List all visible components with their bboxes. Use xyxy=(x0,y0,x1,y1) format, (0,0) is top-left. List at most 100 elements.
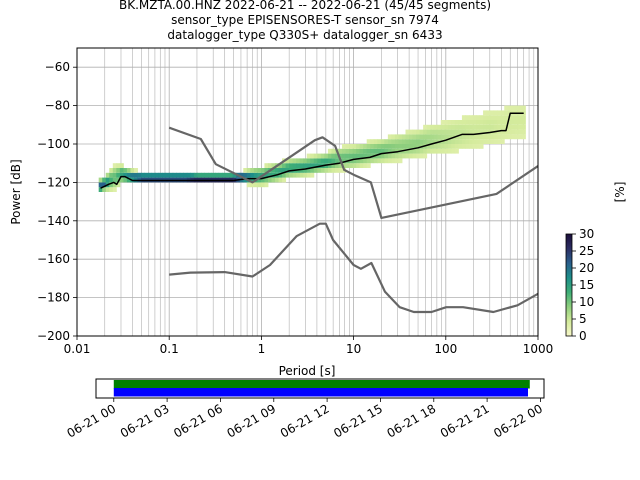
density-cell xyxy=(105,187,110,192)
density-cell xyxy=(426,148,431,154)
series-lines xyxy=(100,112,538,314)
density-cell xyxy=(500,110,505,116)
density-cell xyxy=(253,172,258,178)
density-cell xyxy=(253,182,258,188)
timeline-tick-label: 06-21 18 xyxy=(385,401,439,440)
density-cell xyxy=(338,163,343,168)
density-cell xyxy=(334,163,339,168)
density-cell xyxy=(331,148,336,154)
density-cell xyxy=(416,134,421,140)
density-cell xyxy=(359,148,364,154)
density-cell xyxy=(158,172,163,178)
density-cell xyxy=(476,144,481,149)
density-cell xyxy=(451,129,456,135)
density-cell xyxy=(444,134,449,140)
density-cell xyxy=(416,139,421,144)
density-cell xyxy=(267,177,272,183)
density-cell xyxy=(292,163,297,168)
density-cell xyxy=(461,115,466,120)
colorbar-tick-label: 15 xyxy=(579,278,594,292)
density-cell xyxy=(461,124,466,130)
density-cell xyxy=(264,172,269,178)
density-cell xyxy=(352,153,357,159)
density-cell xyxy=(112,182,117,188)
density-cell xyxy=(507,134,512,140)
density-cell xyxy=(472,120,477,125)
density-cell xyxy=(112,168,117,173)
density-cell xyxy=(521,110,526,116)
density-cell xyxy=(493,110,498,116)
density-cell xyxy=(447,139,452,144)
density-cell xyxy=(366,153,371,159)
density-cell xyxy=(497,115,502,120)
density-cell xyxy=(370,144,375,149)
density-cell xyxy=(419,129,424,135)
density-cell xyxy=(384,144,389,149)
density-cell xyxy=(267,172,272,178)
density-cell xyxy=(366,139,371,144)
density-cell xyxy=(144,172,149,178)
density-cell xyxy=(472,129,477,135)
density-cell xyxy=(363,148,368,154)
density-cell xyxy=(299,163,304,168)
density-cell xyxy=(521,105,526,111)
density-cell xyxy=(320,153,325,159)
density-cell xyxy=(292,172,297,178)
density-cell xyxy=(296,163,301,168)
density-cell xyxy=(398,144,403,149)
density-cell xyxy=(267,163,272,168)
density-cell xyxy=(186,172,191,178)
density-cell xyxy=(317,158,322,164)
density-cell xyxy=(394,139,399,144)
density-cell xyxy=(500,115,505,120)
y-tick-label: −160 xyxy=(37,252,70,266)
density-cell xyxy=(405,153,410,159)
x-tick-label: 1000 xyxy=(523,342,554,356)
density-cell xyxy=(299,158,304,164)
density-cell xyxy=(377,139,382,144)
density-cell xyxy=(380,148,385,154)
density-cell xyxy=(461,144,466,149)
density-cell xyxy=(327,148,332,154)
density-cell xyxy=(423,153,428,159)
y-axis-label: Power [dB] xyxy=(9,159,23,224)
density-cell xyxy=(363,163,368,168)
density-cell xyxy=(490,110,495,116)
density-cell xyxy=(479,115,484,120)
density-cell xyxy=(324,153,329,159)
density-cell xyxy=(229,172,234,178)
density-cell xyxy=(310,163,315,168)
density-cell xyxy=(303,172,308,178)
density-cell xyxy=(243,172,248,178)
density-cell xyxy=(172,172,177,178)
colorbar-bar xyxy=(565,233,573,337)
density-cell xyxy=(479,124,484,130)
density-cell xyxy=(493,139,498,144)
density-cell xyxy=(465,120,470,125)
density-cell xyxy=(285,158,290,164)
density-cell xyxy=(504,120,509,125)
density-cell xyxy=(440,120,445,125)
density-cell xyxy=(119,172,124,178)
density-cell xyxy=(282,172,287,178)
density-cell xyxy=(296,172,301,178)
density-cell xyxy=(130,168,135,173)
density-cell xyxy=(345,148,350,154)
density-cell xyxy=(310,172,315,178)
y-ticks: −200 −180 −160 −140 −120 −100 −80 −60 xyxy=(37,60,77,343)
density-cell xyxy=(246,172,251,178)
density-cell xyxy=(479,120,484,125)
chart-title-line-2: sensor_type EPISENSORES-T sensor_sn 7974 xyxy=(171,13,439,27)
density-cell xyxy=(483,124,488,130)
density-cell xyxy=(426,124,431,130)
density-cell xyxy=(299,172,304,178)
density-cell xyxy=(179,172,184,178)
density-cell xyxy=(317,168,322,173)
density-cell xyxy=(490,124,495,130)
density-cell xyxy=(444,139,449,144)
density-cell xyxy=(444,144,449,149)
density-cell xyxy=(387,148,392,154)
density-cell xyxy=(303,168,308,173)
density-cell xyxy=(497,129,502,135)
